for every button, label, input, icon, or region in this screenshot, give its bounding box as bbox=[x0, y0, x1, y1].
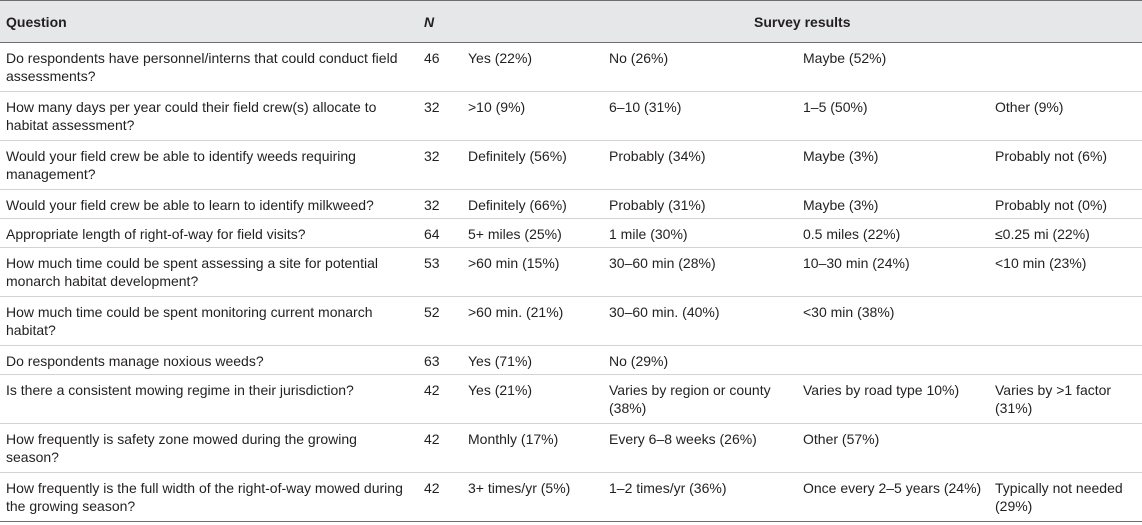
header-survey-results: Survey results bbox=[468, 0, 1142, 43]
n-cell: 32 bbox=[424, 140, 468, 190]
question-cell: Would your field crew be able to identif… bbox=[0, 140, 424, 190]
result-cell: 10–30 min (24%) bbox=[803, 247, 995, 297]
result-cell: Maybe (3%) bbox=[803, 140, 995, 190]
result-cell: >60 min (15%) bbox=[468, 247, 609, 297]
result-cell: Monthly (17%) bbox=[468, 423, 609, 473]
result-cell: 0.5 miles (22%) bbox=[803, 218, 995, 248]
n-cell: 46 bbox=[424, 42, 468, 92]
table-row: Do respondents have personnel/interns th… bbox=[0, 42, 1142, 92]
question-cell: How much time could be spent assessing a… bbox=[0, 247, 424, 297]
result-cell: Once every 2–5 years (24%) bbox=[803, 472, 995, 522]
question-cell: How many days per year could their field… bbox=[0, 91, 424, 141]
result-cell: Typically not needed (29%) bbox=[995, 472, 1142, 522]
table-row: Would your field crew be able to identif… bbox=[0, 140, 1142, 190]
result-cell: 1–5 (50%) bbox=[803, 91, 995, 141]
result-cell: Yes (21%) bbox=[468, 374, 609, 424]
result-cell bbox=[995, 296, 1142, 346]
table-row: Do respondents manage noxious weeds? 63 … bbox=[0, 345, 1142, 375]
n-cell: 63 bbox=[424, 345, 468, 375]
result-cell: Probably (31%) bbox=[609, 189, 803, 219]
result-cell: Definitely (66%) bbox=[468, 189, 609, 219]
result-cell: Probably not (0%) bbox=[995, 189, 1142, 219]
question-cell: Do respondents have personnel/interns th… bbox=[0, 42, 424, 92]
result-cell: 30–60 min. (40%) bbox=[609, 296, 803, 346]
result-cell: Yes (71%) bbox=[468, 345, 609, 375]
result-cell: Definitely (56%) bbox=[468, 140, 609, 190]
result-cell: No (29%) bbox=[609, 345, 803, 375]
result-cell: Other (9%) bbox=[995, 91, 1142, 141]
question-cell: How frequently is safety zone mowed duri… bbox=[0, 423, 424, 473]
table-row: How much time could be spent monitoring … bbox=[0, 296, 1142, 346]
n-cell: 64 bbox=[424, 218, 468, 248]
result-cell: Probably not (6%) bbox=[995, 140, 1142, 190]
result-cell: Probably (34%) bbox=[609, 140, 803, 190]
question-cell: Do respondents manage noxious weeds? bbox=[0, 345, 424, 375]
header-question: Question bbox=[0, 0, 424, 43]
question-cell: How much time could be spent monitoring … bbox=[0, 296, 424, 346]
result-cell bbox=[995, 42, 1142, 92]
table-row: Is there a consistent mowing regime in t… bbox=[0, 374, 1142, 424]
table-row: Would your field crew be able to learn t… bbox=[0, 189, 1142, 219]
n-cell: 42 bbox=[424, 423, 468, 473]
result-cell bbox=[995, 345, 1142, 375]
result-cell: Maybe (52%) bbox=[803, 42, 995, 92]
n-cell: 42 bbox=[424, 374, 468, 424]
result-cell: >60 min. (21%) bbox=[468, 296, 609, 346]
result-cell: Varies by region or county (38%) bbox=[609, 374, 803, 424]
result-cell: No (26%) bbox=[609, 42, 803, 92]
n-cell: 42 bbox=[424, 472, 468, 522]
result-cell: Varies by road type 10%) bbox=[803, 374, 995, 424]
result-cell: Every 6–8 weeks (26%) bbox=[609, 423, 803, 473]
question-cell: How frequently is the full width of the … bbox=[0, 472, 424, 522]
result-cell: 1–2 times/yr (36%) bbox=[609, 472, 803, 522]
result-cell: 1 mile (30%) bbox=[609, 218, 803, 248]
result-cell: <30 min (38%) bbox=[803, 296, 995, 346]
result-cell: ≤0.25 mi (22%) bbox=[995, 218, 1142, 248]
table-header-row: Question N Survey results bbox=[0, 0, 1142, 43]
result-cell: Maybe (3%) bbox=[803, 189, 995, 219]
result-cell: 6–10 (31%) bbox=[609, 91, 803, 141]
result-cell bbox=[803, 345, 995, 375]
result-cell: 30–60 min (28%) bbox=[609, 247, 803, 297]
result-cell: 3+ times/yr (5%) bbox=[468, 472, 609, 522]
table-row: How frequently is the full width of the … bbox=[0, 472, 1142, 522]
result-cell: 5+ miles (25%) bbox=[468, 218, 609, 248]
table-row: How many days per year could their field… bbox=[0, 91, 1142, 141]
table-row: How frequently is safety zone mowed duri… bbox=[0, 423, 1142, 473]
n-cell: 52 bbox=[424, 296, 468, 346]
result-cell: Yes (22%) bbox=[468, 42, 609, 92]
header-n: N bbox=[424, 0, 468, 43]
n-cell: 53 bbox=[424, 247, 468, 297]
question-cell: Appropriate length of right-of-way for f… bbox=[0, 218, 424, 248]
question-cell: Would your field crew be able to learn t… bbox=[0, 189, 424, 219]
n-cell: 32 bbox=[424, 91, 468, 141]
result-cell: <10 min (23%) bbox=[995, 247, 1142, 297]
result-cell bbox=[995, 423, 1142, 473]
table-row: How much time could be spent assessing a… bbox=[0, 247, 1142, 297]
question-cell: Is there a consistent mowing regime in t… bbox=[0, 374, 424, 424]
result-cell: >10 (9%) bbox=[468, 91, 609, 141]
table-row: Appropriate length of right-of-way for f… bbox=[0, 218, 1142, 248]
n-cell: 32 bbox=[424, 189, 468, 219]
result-cell: Other (57%) bbox=[803, 423, 995, 473]
result-cell: Varies by >1 factor (31%) bbox=[995, 374, 1142, 424]
